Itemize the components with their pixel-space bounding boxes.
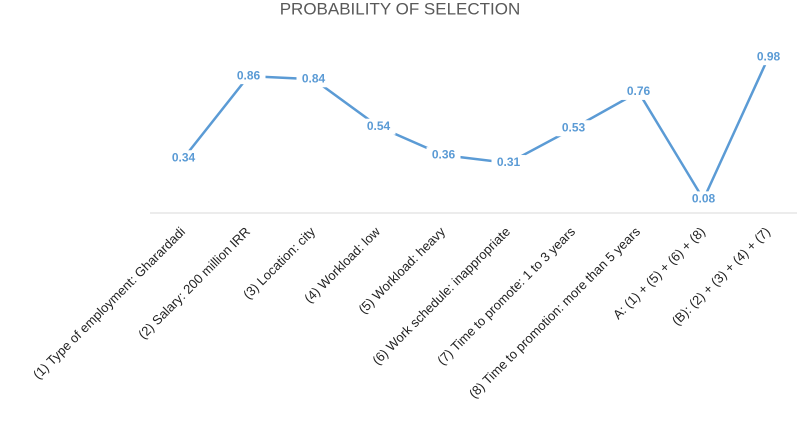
label-bg (491, 155, 526, 172)
value-label: 0.31 (497, 155, 521, 169)
label-bg (556, 120, 591, 137)
label-bg (621, 83, 656, 100)
x-tick-label: (2) Salary: 200 million IRR (135, 224, 253, 342)
value-label: 0.54 (367, 119, 391, 133)
label-bg (426, 147, 461, 164)
label-bg (686, 191, 721, 208)
label-bg (751, 49, 786, 66)
data-line (182, 56, 770, 203)
x-tick-label: (7) Time to promote: 1 to 3 years (434, 224, 578, 368)
value-label: 0.76 (627, 84, 651, 98)
value-label: 0.36 (432, 147, 456, 161)
value-label: 0.34 (172, 150, 196, 164)
value-label: 0.53 (562, 120, 586, 134)
value-label: 0.84 (302, 71, 326, 85)
value-label: 0.98 (757, 49, 781, 63)
value-label: 0.86 (237, 68, 261, 82)
label-bg (361, 118, 396, 135)
label-bg (231, 68, 266, 85)
x-tick-label: (6) Work schedule: inappropriate (369, 224, 513, 368)
label-bg (166, 150, 201, 167)
value-label: 0.08 (692, 192, 716, 206)
chart-title: PROBABILITY OF SELECTION (280, 0, 521, 18)
label-bg (296, 71, 331, 88)
